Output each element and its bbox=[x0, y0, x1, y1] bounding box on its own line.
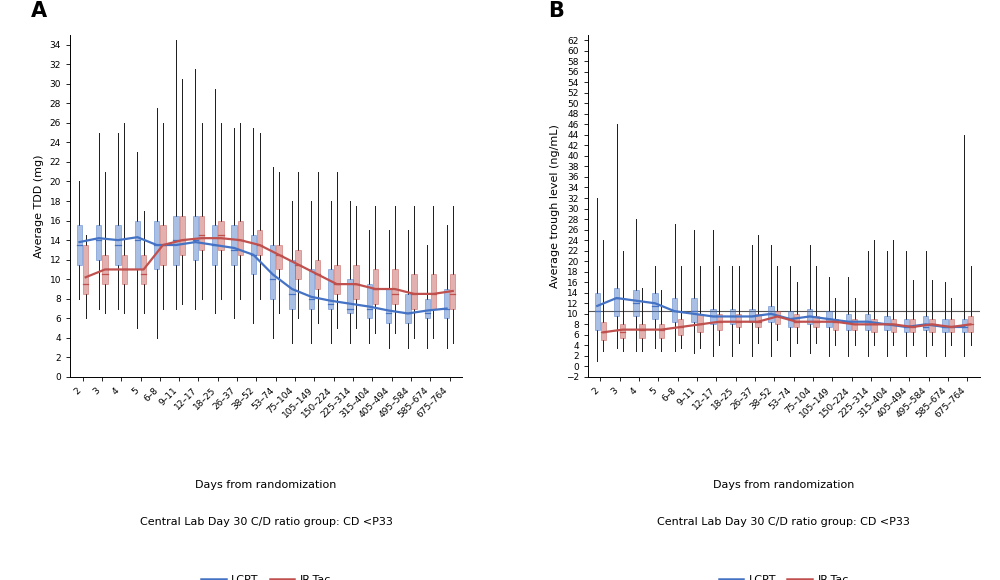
Bar bbox=[755, 314, 761, 327]
Bar bbox=[697, 314, 703, 332]
Bar bbox=[620, 324, 625, 338]
Bar bbox=[276, 245, 282, 270]
Bar bbox=[794, 314, 799, 327]
Bar bbox=[691, 298, 697, 322]
Bar bbox=[315, 260, 320, 289]
Bar bbox=[83, 245, 88, 294]
Bar bbox=[96, 226, 101, 260]
Bar bbox=[633, 290, 639, 317]
Bar bbox=[160, 226, 166, 264]
Bar bbox=[251, 235, 256, 274]
Bar bbox=[231, 226, 237, 264]
Bar bbox=[193, 216, 198, 260]
Bar bbox=[386, 289, 391, 323]
Bar bbox=[270, 245, 275, 299]
Bar bbox=[813, 317, 819, 327]
Bar bbox=[450, 274, 455, 309]
Bar bbox=[295, 250, 301, 279]
Bar bbox=[411, 274, 417, 309]
Bar bbox=[749, 309, 755, 322]
Bar bbox=[601, 322, 606, 340]
Bar bbox=[141, 255, 146, 284]
Bar bbox=[309, 270, 314, 309]
Bar bbox=[431, 274, 436, 309]
Bar bbox=[865, 314, 870, 329]
Bar bbox=[775, 311, 780, 324]
Bar bbox=[405, 294, 411, 323]
Text: B: B bbox=[549, 1, 564, 21]
Bar bbox=[968, 317, 973, 332]
Bar bbox=[289, 260, 295, 309]
Bar bbox=[595, 293, 600, 329]
Bar bbox=[238, 220, 243, 255]
Bar bbox=[135, 220, 140, 270]
Bar bbox=[122, 255, 127, 284]
Bar bbox=[614, 288, 619, 317]
Legend: LCPT, IR-Tac: LCPT, IR-Tac bbox=[714, 571, 853, 580]
Bar bbox=[392, 270, 398, 304]
Bar bbox=[672, 298, 677, 322]
Text: Central Lab Day 30 C/D ratio group: CD <P33: Central Lab Day 30 C/D ratio group: CD <… bbox=[657, 517, 910, 527]
Bar bbox=[904, 319, 909, 332]
Bar bbox=[77, 226, 82, 264]
Text: A: A bbox=[31, 1, 47, 21]
Bar bbox=[652, 293, 658, 319]
Bar bbox=[115, 226, 121, 264]
Bar bbox=[949, 319, 954, 332]
Bar bbox=[962, 319, 967, 332]
Bar bbox=[807, 309, 812, 324]
Bar bbox=[154, 220, 159, 270]
Bar bbox=[199, 216, 204, 250]
Bar bbox=[833, 319, 838, 329]
Bar bbox=[180, 216, 185, 255]
Bar bbox=[353, 264, 359, 299]
Bar bbox=[328, 270, 333, 309]
Bar bbox=[173, 216, 179, 264]
Bar bbox=[257, 230, 262, 255]
Legend: LCPT, IR-Tac: LCPT, IR-Tac bbox=[197, 571, 336, 580]
Bar bbox=[910, 319, 915, 332]
Bar bbox=[425, 299, 430, 318]
Bar bbox=[347, 279, 353, 313]
Bar bbox=[768, 306, 774, 322]
Bar bbox=[218, 220, 224, 250]
Bar bbox=[871, 319, 877, 332]
Bar bbox=[373, 270, 378, 304]
Bar bbox=[444, 289, 449, 318]
Bar bbox=[852, 319, 857, 329]
Bar bbox=[730, 309, 735, 324]
Bar bbox=[334, 264, 340, 294]
Bar bbox=[710, 309, 716, 324]
Bar bbox=[788, 311, 793, 327]
Bar bbox=[942, 319, 948, 332]
Bar bbox=[923, 317, 928, 329]
Bar bbox=[212, 226, 217, 264]
Bar bbox=[717, 314, 722, 329]
Bar bbox=[639, 324, 645, 338]
Bar bbox=[367, 284, 372, 318]
Y-axis label: Average trough level (ng/mL): Average trough level (ng/mL) bbox=[550, 124, 560, 288]
Bar bbox=[884, 317, 890, 329]
Bar bbox=[891, 319, 896, 332]
Bar bbox=[929, 319, 935, 332]
Y-axis label: Average TDD (mg): Average TDD (mg) bbox=[34, 154, 44, 258]
Bar bbox=[826, 311, 832, 327]
Bar bbox=[659, 324, 664, 338]
Text: Days from randomization: Days from randomization bbox=[195, 480, 337, 490]
Text: Central Lab Day 30 C/D ratio group: CD <P33: Central Lab Day 30 C/D ratio group: CD <… bbox=[140, 517, 393, 527]
Text: Days from randomization: Days from randomization bbox=[713, 480, 855, 490]
Bar bbox=[678, 319, 683, 335]
Bar bbox=[102, 255, 108, 284]
Bar bbox=[736, 314, 741, 327]
Bar bbox=[846, 314, 851, 329]
